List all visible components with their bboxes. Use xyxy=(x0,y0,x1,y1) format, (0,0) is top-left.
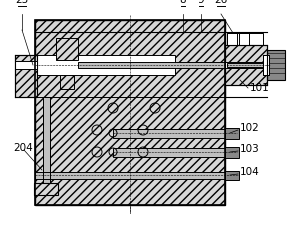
Text: 101: 101 xyxy=(250,83,270,93)
Bar xyxy=(56,38,78,60)
Bar xyxy=(35,20,225,205)
Bar xyxy=(267,50,285,80)
Bar xyxy=(113,148,225,157)
Bar xyxy=(225,171,239,180)
Bar xyxy=(227,63,265,67)
Text: 26: 26 xyxy=(214,0,228,5)
Text: 23: 23 xyxy=(15,0,29,5)
Text: 9: 9 xyxy=(198,0,204,5)
Text: 204: 204 xyxy=(13,143,33,153)
Bar xyxy=(35,55,175,75)
Text: 103: 103 xyxy=(240,144,260,154)
Bar xyxy=(43,97,50,183)
Bar xyxy=(239,33,249,45)
Bar xyxy=(225,147,239,158)
Bar xyxy=(263,55,269,75)
Bar xyxy=(78,62,265,68)
Bar xyxy=(227,33,237,45)
Text: 8: 8 xyxy=(180,0,186,5)
Text: 102: 102 xyxy=(240,123,260,133)
Bar xyxy=(113,129,225,138)
Bar xyxy=(35,20,225,205)
Bar xyxy=(225,45,267,85)
Bar xyxy=(227,33,263,45)
Bar xyxy=(34,183,58,195)
Bar xyxy=(15,55,37,97)
Bar xyxy=(35,172,225,179)
Bar xyxy=(15,61,37,69)
Bar xyxy=(225,128,239,139)
Bar xyxy=(225,62,267,68)
Bar xyxy=(60,75,74,89)
Text: 104: 104 xyxy=(240,167,260,177)
Bar xyxy=(263,55,269,75)
Bar xyxy=(43,97,50,183)
